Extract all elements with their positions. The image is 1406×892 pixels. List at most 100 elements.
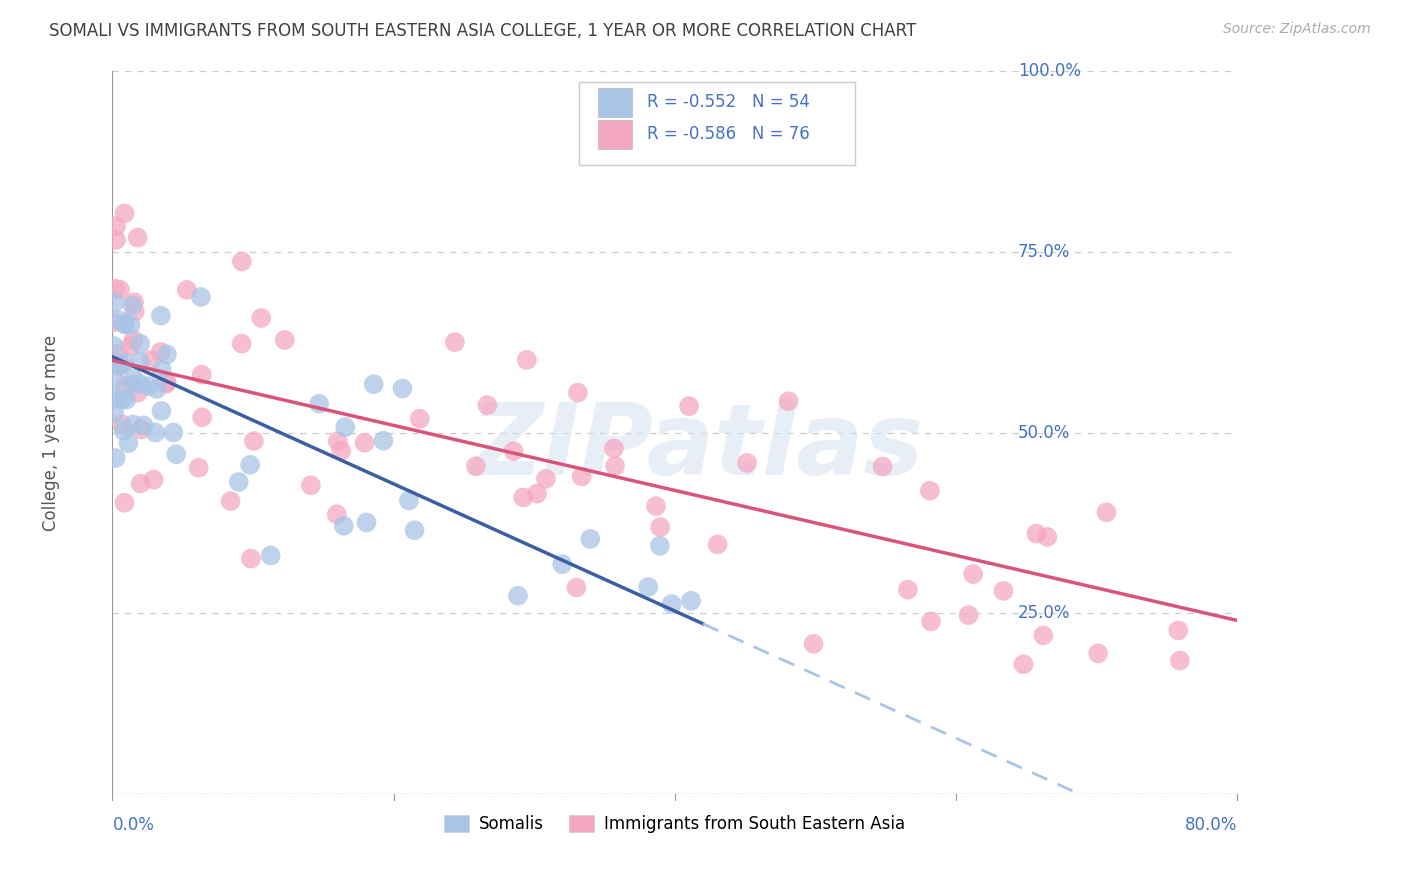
Point (103, 315, 125, 329)
Bar (599, 120, 633, 149)
Point (373, 434, 395, 448)
Point (187, 460, 209, 475)
Point (138, 379, 160, 393)
Point (149, 345, 172, 359)
Point (353, 435, 375, 450)
Point (142, 473, 165, 487)
Point (962, 567, 984, 582)
Point (330, 443, 353, 458)
Point (648, 539, 671, 553)
Point (356, 516, 378, 530)
Point (918, 483, 941, 498)
Point (114, 496, 136, 510)
Point (231, 254, 253, 268)
Point (706, 537, 728, 551)
Point (105, 233, 128, 247)
Point (661, 597, 683, 611)
Point (681, 593, 703, 607)
Point (1087, 646, 1109, 660)
Point (120, 318, 142, 332)
Point (132, 418, 155, 433)
Point (191, 410, 214, 425)
Point (104, 374, 127, 388)
Point (920, 615, 942, 629)
Legend: Somalis, Immigrants from South Eastern Asia: Somalis, Immigrants from South Eastern A… (437, 808, 912, 839)
Point (114, 378, 136, 392)
Point (108, 283, 131, 297)
Point (156, 375, 179, 389)
Point (176, 283, 198, 297)
Point (645, 499, 668, 513)
Point (1095, 505, 1118, 519)
Point (299, 478, 322, 492)
Point (326, 434, 349, 449)
Text: 100.0%: 100.0% (1018, 62, 1081, 80)
Point (219, 494, 242, 508)
Point (335, 420, 357, 434)
Point (398, 493, 420, 508)
Point (122, 417, 145, 432)
Text: ZIPatlas: ZIPatlas (471, 399, 924, 496)
Point (404, 523, 426, 537)
Point (103, 295, 125, 310)
Point (778, 394, 800, 409)
Point (190, 290, 212, 304)
Point (516, 352, 538, 367)
Point (145, 425, 167, 440)
Point (603, 442, 626, 456)
Point (122, 372, 145, 386)
Point (115, 392, 138, 407)
Point (155, 376, 177, 391)
Point (502, 444, 524, 458)
Point (1012, 657, 1035, 672)
Point (104, 450, 127, 465)
Point (149, 309, 172, 323)
Point (1036, 530, 1059, 544)
Point (897, 582, 920, 597)
Point (243, 434, 266, 448)
Point (103, 407, 125, 421)
Point (129, 422, 152, 436)
Point (121, 377, 143, 392)
Text: 80.0%: 80.0% (1185, 815, 1237, 833)
Point (150, 362, 173, 376)
Point (637, 580, 659, 594)
Point (112, 424, 135, 438)
Point (122, 333, 145, 347)
Point (477, 398, 499, 412)
Text: SOMALI VS IMMIGRANTS FROM SOUTH EASTERN ASIA COLLEGE, 1 YEAR OR MORE CORRELATION: SOMALI VS IMMIGRANTS FROM SOUTH EASTERN … (49, 22, 917, 40)
Point (162, 425, 184, 440)
Point (409, 411, 432, 425)
Text: 75.0%: 75.0% (1018, 243, 1070, 261)
Point (526, 486, 548, 500)
Point (114, 317, 136, 331)
Point (107, 358, 129, 372)
Point (129, 476, 152, 491)
Point (506, 589, 529, 603)
Point (260, 549, 283, 563)
Point (957, 608, 980, 623)
Point (391, 382, 413, 396)
Point (111, 417, 134, 432)
Point (239, 458, 262, 472)
Point (250, 311, 273, 326)
Point (110, 359, 132, 373)
Point (872, 459, 894, 474)
Point (551, 557, 574, 571)
Point (650, 520, 672, 534)
Point (165, 447, 187, 461)
Point (114, 318, 136, 332)
Point (228, 475, 250, 489)
Text: 0.0%: 0.0% (112, 815, 155, 833)
Point (363, 377, 385, 392)
Point (150, 404, 173, 418)
Point (579, 532, 602, 546)
Point (603, 458, 626, 473)
Point (678, 399, 700, 413)
Point (139, 353, 162, 368)
Point (124, 304, 146, 318)
Point (145, 382, 167, 396)
Text: Source: ZipAtlas.com: Source: ZipAtlas.com (1223, 22, 1371, 37)
Point (1032, 628, 1054, 642)
Point (122, 295, 145, 310)
